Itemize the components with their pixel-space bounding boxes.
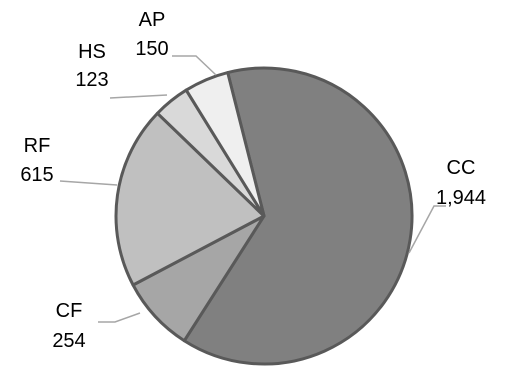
leader-line-rf: [59, 180, 118, 186]
slice-label-hs: HS: [78, 41, 106, 63]
leader-line-hs: [109, 94, 168, 99]
leader-line-ap: [172, 55, 217, 76]
slice-value-hs: 123: [75, 69, 108, 91]
pie-slice-rf: [114, 111, 266, 287]
slice-labels: CC 1,944 CF 254 RF 615 HS 123 AP 150: [20, 9, 486, 352]
slice-label-ap: AP: [139, 9, 166, 31]
slice-value-ap: 150: [135, 38, 168, 60]
leader-line-cf: [98, 312, 141, 323]
leader-line-cc: [408, 205, 446, 254]
pie-slice-cc: [182, 66, 414, 366]
slice-label-cc: CC: [447, 157, 476, 179]
pie-slice-ap: [184, 71, 266, 218]
slice-label-rf: RF: [24, 135, 51, 157]
slice-value-rf: 615: [20, 164, 53, 186]
slice-label-cf: CF: [56, 300, 83, 322]
slice-value-cf: 254: [52, 330, 85, 352]
slice-value-cc: 1,944: [436, 187, 486, 209]
leader-lines: [59, 55, 446, 323]
pie-slices: [114, 66, 414, 366]
